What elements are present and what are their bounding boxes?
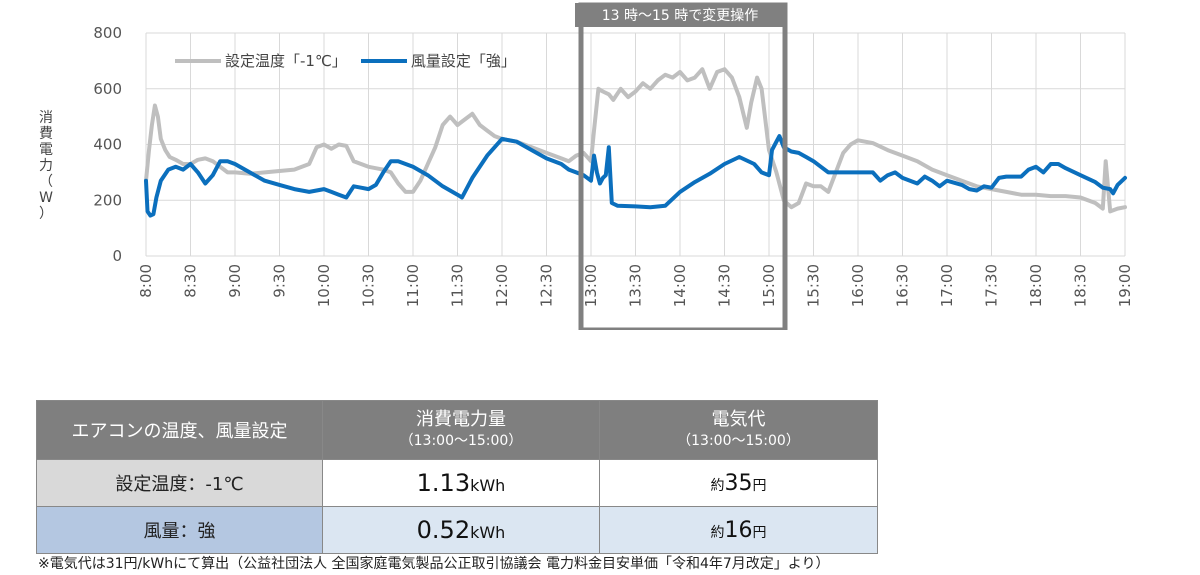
- x-tick-label: 19:00: [1116, 264, 1134, 307]
- y-tick-label: 0: [112, 247, 122, 265]
- yen-prefix: 約: [710, 477, 725, 494]
- y-axis-label-char: （: [39, 174, 53, 190]
- kwh-value: 0.52: [416, 516, 471, 544]
- series-line-airflow: [144, 134, 1127, 218]
- row-label: 設定温度：-1℃: [36, 459, 323, 507]
- header-cost: 電気代 （13:00～15:00）: [599, 400, 878, 460]
- x-tick-label: 10:00: [315, 264, 333, 307]
- yen-prefix: 約: [710, 524, 725, 541]
- yen-value: 35: [724, 470, 753, 496]
- yen-value: 16: [724, 517, 753, 543]
- y-axis-label: 消費電力（W）: [36, 110, 56, 222]
- row-kwh: 0.52kWh: [322, 506, 600, 554]
- x-tick-label: 8:30: [182, 264, 200, 298]
- chart-series: [144, 67, 1127, 218]
- y-tick-label: 200: [93, 191, 122, 209]
- row-cost: 約35円: [599, 459, 878, 507]
- line-chart: 0 200 400 600 800 8:00 8:30 9:00 9:30 10:00 10:30 1…: [93, 2, 1134, 330]
- x-tick-label: 12:30: [538, 264, 556, 307]
- kwh-unit: kWh: [470, 476, 506, 495]
- annotation-label: 13 時～15 時で変更操作: [575, 3, 785, 27]
- x-tick-label: 12:00: [493, 264, 511, 307]
- y-axis-label-text: 消費電力（W）: [36, 110, 56, 222]
- x-tick-label: 14:00: [671, 264, 689, 307]
- header-cost-main: 電気代: [711, 409, 766, 430]
- y-tick-label: 400: [93, 136, 122, 154]
- chart-grid: [145, 32, 1126, 257]
- x-tick-label: 15:00: [760, 264, 778, 307]
- row-kwh: 1.13kWh: [322, 459, 600, 507]
- x-tick-label: 9:00: [226, 264, 244, 298]
- x-tick-label: 15:30: [805, 264, 823, 307]
- kwh-value: 1.13: [416, 469, 471, 497]
- y-axis-label-char: 費: [39, 126, 53, 142]
- header-consumption-main: 消費電力量: [416, 409, 506, 430]
- x-tick-label: 16:00: [849, 264, 867, 307]
- legend-item-airflow: 風量設定「強」: [360, 50, 516, 71]
- y-axis-label-char: 力: [39, 158, 53, 174]
- table-header-row: エアコンの温度、風量設定 消費電力量 （13:00～15:00） 電気代 （13…: [36, 400, 878, 460]
- table-row: 設定温度：-1℃ 1.13kWh 約35円: [36, 459, 878, 507]
- x-tick-label: 10:30: [360, 264, 378, 307]
- x-tick-label: 17:30: [983, 264, 1001, 307]
- legend-swatch-blue: [360, 58, 407, 63]
- x-tick-label: 13:00: [582, 264, 600, 307]
- y-tick-label: 800: [93, 24, 122, 42]
- x-tick-label: 18:00: [1027, 264, 1045, 307]
- y-tick-label: 600: [93, 80, 122, 98]
- x-tick-label: 13:30: [627, 264, 645, 307]
- chart-legend: 設定温度「-1℃」 風量設定「強」: [175, 50, 530, 71]
- row-cost: 約16円: [599, 506, 878, 554]
- table-row: 風量：強 0.52kWh 約16円: [36, 506, 878, 554]
- row-label: 風量：強: [36, 506, 323, 554]
- header-setting: エアコンの温度、風量設定: [36, 400, 323, 460]
- yen-unit: 円: [752, 477, 767, 494]
- legend-label-airflow: 風量設定「強」: [410, 52, 516, 70]
- legend-item-temperature: 設定温度「-1℃」: [175, 50, 347, 71]
- header-consumption-sub: （13:00～15:00）: [399, 433, 523, 449]
- header-consumption: 消費電力量 （13:00～15:00）: [322, 400, 600, 460]
- x-tick-label: 9:30: [271, 264, 289, 298]
- x-tick-label: 8:00: [137, 264, 155, 298]
- legend-swatch-gray: [175, 58, 221, 63]
- header-cost-sub: （13:00～15:00）: [677, 433, 800, 449]
- chart-axes: 0 200 400 600 800 8:00 8:30 9:00 9:30 10:00 10:30 1…: [93, 24, 1134, 307]
- y-axis-label-char: W: [39, 190, 53, 206]
- x-tick-label: 17:00: [938, 264, 956, 307]
- x-tick-label: 18:30: [1072, 264, 1090, 307]
- x-tick-label: 14:30: [716, 264, 734, 307]
- series-line-temperature: [144, 67, 1127, 214]
- yen-unit: 円: [752, 524, 767, 541]
- y-axis-label-char: 電: [39, 142, 53, 158]
- y-axis-label-char: 消: [39, 110, 53, 126]
- x-tick-label: 11:30: [449, 264, 467, 307]
- x-tick-label: 16:30: [894, 264, 912, 307]
- y-axis-label-char: ）: [39, 206, 53, 222]
- kwh-unit: kWh: [470, 523, 506, 542]
- legend-label-temperature: 設定温度「-1℃」: [225, 52, 347, 70]
- summary-table: エアコンの温度、風量設定 消費電力量 （13:00～15:00） 電気代 （13…: [36, 400, 878, 554]
- x-tick-label: 11:00: [404, 264, 422, 307]
- footnote: ※電気代は31円/kWhにて算出（公益社団法人 全国家庭電気製品公正取引協議会 …: [38, 556, 830, 572]
